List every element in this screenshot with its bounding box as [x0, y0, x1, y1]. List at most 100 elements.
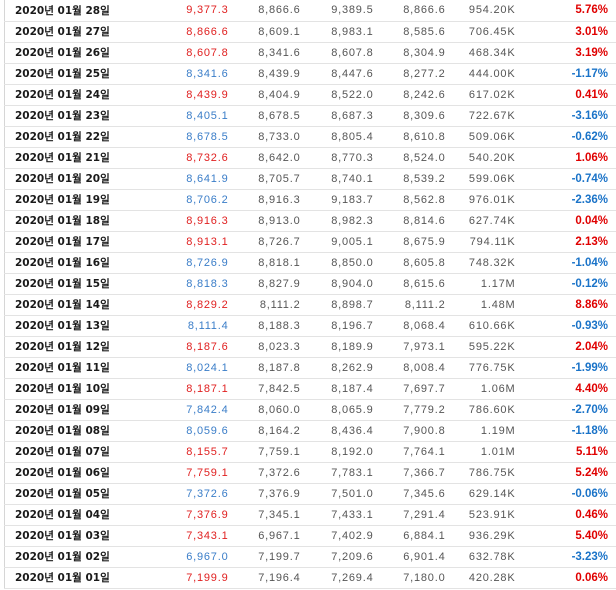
table-row: 2020년 01월 22일 8,678.5 8,733.0 8,805.4 8,610.…	[4, 126, 616, 148]
close-price-cell: 8,916.3	[134, 210, 231, 232]
close-price-cell: 8,913.1	[134, 231, 231, 253]
volume-cell: 629.14K	[447, 483, 518, 505]
low-price-cell: 6,901.4	[375, 546, 448, 568]
volume-cell: 1.17M	[447, 273, 518, 295]
change-percent-cell: -0.62%	[517, 126, 616, 148]
table-row: 2020년 01월 04일 7,376.9 7,345.1 7,433.1 7,291.…	[4, 504, 616, 526]
close-price-cell: 9,377.3	[134, 0, 231, 22]
change-percent-cell: 1.06%	[517, 147, 616, 169]
high-price-cell: 8,607.8	[302, 42, 376, 64]
close-price-cell: 7,343.1	[134, 525, 231, 547]
high-price-cell: 7,501.0	[302, 483, 376, 505]
open-price-cell: 8,188.3	[230, 315, 303, 337]
low-price-cell: 7,900.8	[375, 420, 448, 442]
volume-cell: 610.66K	[447, 315, 518, 337]
change-percent-cell: 4.40%	[517, 378, 616, 400]
close-price-cell: 8,726.9	[134, 252, 231, 274]
date-cell: 2020년 01월 25일	[4, 63, 135, 85]
open-price-cell: 7,372.6	[230, 462, 303, 484]
change-percent-cell: -2.70%	[517, 399, 616, 421]
high-price-cell: 8,262.9	[302, 357, 376, 379]
high-price-cell: 8,065.9	[302, 399, 376, 421]
high-price-cell: 8,687.3	[302, 105, 376, 127]
table-row: 2020년 01월 12일 8,187.6 8,023.3 8,189.9 7,973.…	[4, 336, 616, 358]
high-price-cell: 8,805.4	[302, 126, 376, 148]
low-price-cell: 7,779.2	[375, 399, 448, 421]
low-price-cell: 7,345.6	[375, 483, 448, 505]
high-price-cell: 7,209.6	[302, 546, 376, 568]
open-price-cell: 8,609.1	[230, 21, 303, 43]
close-price-cell: 8,829.2	[134, 294, 231, 316]
table-row: 2020년 01월 07일 8,155.7 7,759.1 8,192.0 7,764.…	[4, 441, 616, 463]
close-price-cell: 8,641.9	[134, 168, 231, 190]
open-price-cell: 8,187.8	[230, 357, 303, 379]
change-percent-cell: -0.12%	[517, 273, 616, 295]
change-percent-cell: -1.18%	[517, 420, 616, 442]
high-price-cell: 7,783.1	[302, 462, 376, 484]
table-row: 2020년 01월 20일 8,641.9 8,705.7 8,740.1 8,539.…	[4, 168, 616, 190]
close-price-cell: 7,842.4	[134, 399, 231, 421]
open-price-cell: 8,678.5	[230, 105, 303, 127]
high-price-cell: 8,436.4	[302, 420, 376, 442]
volume-cell: 706.45K	[447, 21, 518, 43]
close-price-cell: 8,059.6	[134, 420, 231, 442]
change-percent-cell: 3.01%	[517, 21, 616, 43]
open-price-cell: 8,818.1	[230, 252, 303, 274]
volume-cell: 1.06M	[447, 378, 518, 400]
high-price-cell: 7,269.4	[302, 567, 376, 589]
volume-cell: 468.34K	[447, 42, 518, 64]
volume-cell: 617.02K	[447, 84, 518, 106]
table-row: 2020년 01월 17일 8,913.1 8,726.7 9,005.1 8,675.…	[4, 231, 616, 253]
close-price-cell: 8,706.2	[134, 189, 231, 211]
volume-cell: 599.06K	[447, 168, 518, 190]
table-row: 2020년 01월 02일 6,967.0 7,199.7 7,209.6 6,901.…	[4, 546, 616, 568]
low-price-cell: 8,610.8	[375, 126, 448, 148]
volume-cell: 786.75K	[447, 462, 518, 484]
open-price-cell: 7,842.5	[230, 378, 303, 400]
volume-cell: 540.20K	[447, 147, 518, 169]
high-price-cell: 9,005.1	[302, 231, 376, 253]
date-cell: 2020년 01월 05일	[4, 483, 135, 505]
open-price-cell: 8,111.2	[230, 294, 303, 316]
high-price-cell: 8,189.9	[302, 336, 376, 358]
date-cell: 2020년 01월 11일	[4, 357, 135, 379]
close-price-cell: 8,155.7	[134, 441, 231, 463]
date-cell: 2020년 01월 24일	[4, 84, 135, 106]
change-percent-cell: -3.23%	[517, 546, 616, 568]
open-price-cell: 8,439.9	[230, 63, 303, 85]
table-row: 2020년 01월 25일 8,341.6 8,439.9 8,447.6 8,277.…	[4, 63, 616, 85]
open-price-cell: 8,023.3	[230, 336, 303, 358]
volume-cell: 523.91K	[447, 504, 518, 526]
open-price-cell: 8,642.0	[230, 147, 303, 169]
volume-cell: 509.06K	[447, 126, 518, 148]
change-percent-cell: 0.41%	[517, 84, 616, 106]
open-price-cell: 7,345.1	[230, 504, 303, 526]
open-price-cell: 8,726.7	[230, 231, 303, 253]
date-cell: 2020년 01월 20일	[4, 168, 135, 190]
volume-cell: 444.00K	[447, 63, 518, 85]
date-cell: 2020년 01월 22일	[4, 126, 135, 148]
close-price-cell: 7,372.6	[134, 483, 231, 505]
low-price-cell: 8,562.8	[375, 189, 448, 211]
table-row: 2020년 01월 26일 8,607.8 8,341.6 8,607.8 8,304.…	[4, 42, 616, 64]
table-row: 2020년 01월 15일 8,818.3 8,827.9 8,904.0 8,615.…	[4, 273, 616, 295]
low-price-cell: 7,973.1	[375, 336, 448, 358]
low-price-cell: 8,277.2	[375, 63, 448, 85]
low-price-cell: 7,366.7	[375, 462, 448, 484]
low-price-cell: 8,242.6	[375, 84, 448, 106]
change-percent-cell: 5.11%	[517, 441, 616, 463]
table-row: 2020년 01월 28일 9,377.3 8,866.6 9,389.5 8,866.…	[4, 0, 616, 22]
date-cell: 2020년 01월 17일	[4, 231, 135, 253]
change-percent-cell: 0.06%	[517, 567, 616, 589]
volume-cell: 976.01K	[447, 189, 518, 211]
change-percent-cell: 3.19%	[517, 42, 616, 64]
change-percent-cell: 2.04%	[517, 336, 616, 358]
date-cell: 2020년 01월 26일	[4, 42, 135, 64]
volume-cell: 420.28K	[447, 567, 518, 589]
high-price-cell: 9,389.5	[302, 0, 376, 22]
close-price-cell: 7,759.1	[134, 462, 231, 484]
date-cell: 2020년 01월 13일	[4, 315, 135, 337]
change-percent-cell: 2.13%	[517, 231, 616, 253]
low-price-cell: 8,539.2	[375, 168, 448, 190]
table-row: 2020년 01월 13일 8,111.4 8,188.3 8,196.7 8,068.…	[4, 315, 616, 337]
